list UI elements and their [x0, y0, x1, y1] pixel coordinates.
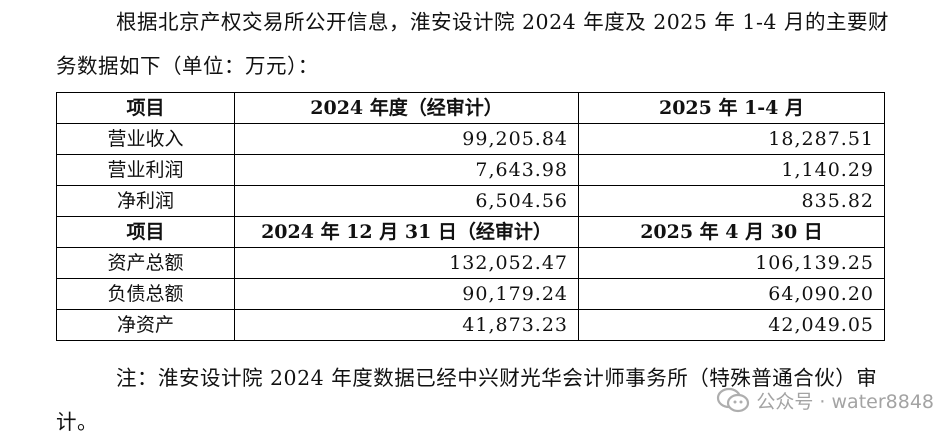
row-label: 负债总额: [56, 278, 235, 310]
column-header-2025-jan-apr: 2025 年 1-4 月: [578, 92, 885, 124]
intro-paragraph: 根据北京产权交易所公开信息，淮安设计院 2024 年度及 2025 年 1-4 …: [56, 10, 889, 78]
cell-value: 6,504.56: [234, 185, 579, 217]
row-label: 净利润: [56, 185, 235, 217]
column-header-item: 项目: [56, 216, 235, 248]
cell-value: 7,643.98: [234, 154, 579, 186]
table-header-row: 项目 2024 年度（经审计） 2025 年 1-4 月: [56, 92, 885, 124]
column-header-2025-apr-30: 2025 年 4 月 30 日: [578, 216, 885, 248]
watermark: 公众号 · water8848: [716, 386, 934, 414]
cell-value: 42,049.05: [578, 309, 885, 341]
row-label: 资产总额: [56, 247, 235, 279]
watermark-text: 公众号 · water8848: [756, 390, 934, 413]
column-header-2024-annual: 2024 年度（经审计）: [234, 92, 579, 124]
cell-value: 64,090.20: [578, 278, 885, 310]
table-row: 净资产 41,873.23 42,049.05: [56, 309, 885, 341]
table-header-row: 项目 2024 年 12 月 31 日（经审计） 2025 年 4 月 30 日: [56, 216, 885, 248]
cell-value: 835.82: [578, 185, 885, 217]
row-label: 营业收入: [56, 123, 235, 155]
cell-value: 18,287.51: [578, 123, 885, 155]
row-label: 营业利润: [56, 154, 235, 186]
table-row: 净利润 6,504.56 835.82: [56, 185, 885, 217]
wechat-official-account-icon: [717, 387, 750, 413]
footnote-paragraph: 注：淮安设计院 2024 年度数据已经中兴财光华会计师事务所（特殊普通合伙）审计…: [56, 366, 878, 434]
cell-value: 41,873.23: [234, 309, 579, 341]
financial-data-table: 项目 2024 年度（经审计） 2025 年 1-4 月 营业收入 99,205…: [56, 92, 885, 341]
cell-value: 90,179.24: [234, 278, 579, 310]
cell-value: 132,052.47: [234, 247, 579, 279]
row-label: 净资产: [56, 309, 235, 341]
table-row: 资产总额 132,052.47 106,139.25: [56, 247, 885, 279]
column-header-2024-dec-31: 2024 年 12 月 31 日（经审计）: [234, 216, 579, 248]
table-row: 营业收入 99,205.84 18,287.51: [56, 123, 885, 155]
column-header-item: 项目: [56, 92, 235, 124]
table-row: 营业利润 7,643.98 1,140.29: [56, 154, 885, 186]
cell-value: 99,205.84: [234, 123, 579, 155]
cell-value: 106,139.25: [578, 247, 885, 279]
cell-value: 1,140.29: [578, 154, 885, 186]
table-row: 负债总额 90,179.24 64,090.20: [56, 278, 885, 310]
